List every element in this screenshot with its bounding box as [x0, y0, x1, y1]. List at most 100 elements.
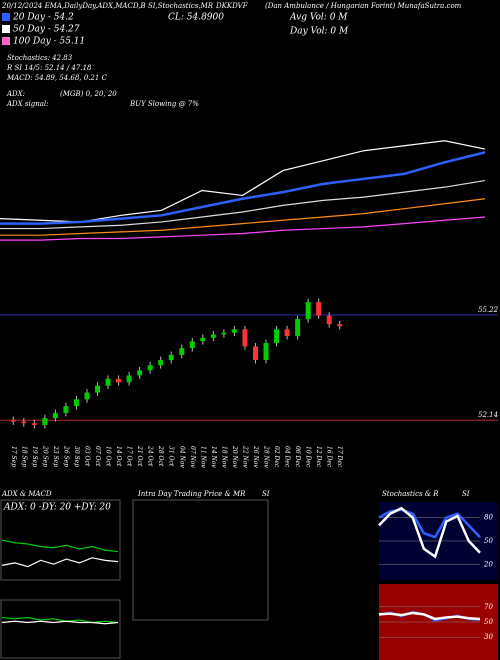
candle-body: [21, 421, 27, 424]
x-tick-label: 17 Sep: [10, 446, 17, 467]
x-tick-label: 14 Oct: [115, 446, 122, 467]
candle-body: [52, 413, 58, 419]
candle-body: [105, 378, 111, 386]
header: SI,Stochastics,MR: [148, 2, 214, 10]
candle-body: [189, 341, 195, 349]
x-tick-label: 10 Dec: [305, 446, 312, 468]
candle-body: [316, 301, 322, 316]
panel-title: SI: [262, 490, 270, 498]
series-line: [0, 140, 486, 223]
panel-frame: [0, 599, 121, 659]
candle-body: [10, 419, 16, 422]
candle-body: [231, 329, 237, 333]
series-line: [0, 198, 486, 236]
header: 20/12/2024 EMA,DailyDay,ADX,MACD,B: [1, 2, 146, 10]
x-tick-label: 20 Nov: [231, 445, 238, 468]
candle-body: [42, 418, 48, 425]
signal: ADX signal:: [6, 100, 48, 108]
candle-body: [168, 354, 174, 361]
y-tick-label: 50: [484, 618, 493, 626]
x-tick-label: 10 Oct: [105, 446, 112, 467]
x-tick-label: 22 Nov: [241, 445, 248, 468]
symbol: DKKDVF: [215, 2, 249, 10]
x-tick-label: 17 Oct: [126, 446, 133, 467]
panel-frame: [132, 499, 269, 621]
series-line: [0, 216, 486, 241]
level-label: 55.22: [478, 306, 499, 314]
candle-body: [242, 329, 248, 347]
close: CL: 54.8900: [168, 13, 224, 23]
candle-body: [274, 329, 280, 343]
candle-body: [137, 370, 143, 376]
day-vol: Day Vol: 0 M: [289, 27, 349, 37]
series-line: [0, 179, 486, 230]
x-tick-label: 11 Nov: [199, 446, 206, 468]
x-tick-label: 03 Oct: [83, 446, 90, 467]
candle-body: [295, 319, 301, 337]
y-tick-label: 70: [484, 603, 493, 611]
candle-body: [116, 378, 122, 383]
y-tick-label: 80: [484, 514, 493, 522]
x-tick-label: 04 Nov: [178, 446, 185, 468]
x-tick-label: 06 Dec: [294, 446, 301, 468]
candle-body: [305, 301, 311, 320]
x-tick-label: 07 Oct: [94, 446, 101, 467]
adx: (MGB) 0, 20, 20: [60, 90, 117, 98]
x-tick-label: 30 Sep: [73, 446, 80, 467]
series-line: [378, 611, 481, 621]
candle-body: [84, 392, 90, 400]
stat: MACD: 54.89, 54.68, 0.21 C: [6, 74, 108, 82]
x-tick-label: 31 Oct: [168, 446, 175, 467]
x-tick-label: 12 Dec: [315, 446, 322, 468]
legend-label: 100 Day - 55.11: [13, 37, 85, 47]
legend-swatch: [2, 37, 10, 45]
candle-body: [63, 406, 69, 414]
candle-body: [263, 342, 269, 361]
y-tick-label: 20: [483, 560, 493, 568]
x-tick-label: 19 Sep: [31, 446, 38, 467]
panel-title: Intra Day Trading Price & MR: [137, 490, 246, 498]
legend-label: 50 Day - 54.27: [13, 25, 80, 35]
panel-title: Stochastics & R: [382, 490, 439, 498]
avg-vol: Avg Vol: 0 M: [289, 13, 348, 23]
legend-swatch: [2, 25, 10, 33]
candle-body: [73, 399, 79, 407]
candle-body: [31, 423, 37, 425]
x-tick-label: 21 Oct: [136, 445, 143, 467]
header: (Dan Ambulance / Hungarian Forint) Munaf…: [265, 2, 462, 10]
x-tick-label: 02 Dec: [273, 446, 280, 468]
x-tick-label: 20 Sep: [41, 445, 48, 467]
candle-body: [95, 385, 101, 393]
signal: BUY Slowing @ 7%: [129, 100, 199, 108]
series-line: [378, 506, 481, 559]
series-line: [1, 620, 119, 625]
stat: R SI 14/5: 52.14 / 47.18: [6, 64, 92, 72]
series-line: [1, 557, 119, 568]
x-tick-label: 16 Dec: [326, 446, 333, 468]
candle-body: [210, 334, 216, 338]
candle-body: [221, 332, 227, 335]
panel-title: SI: [462, 490, 470, 498]
stat: Stochastics: 42.83: [7, 54, 73, 62]
x-tick-label: 24 Oct: [147, 445, 154, 467]
y-tick-label: 30: [484, 633, 493, 641]
candle-body: [126, 375, 132, 383]
candle-body: [337, 324, 343, 327]
adx: ADX:: [6, 90, 25, 98]
candle-body: [252, 346, 258, 361]
level-label: 52.14: [478, 411, 498, 419]
x-tick-label: 14 Nov: [210, 446, 217, 468]
x-tick-label: 23 Sep: [52, 445, 59, 467]
x-tick-label: 28 Oct: [157, 445, 164, 467]
series-line: [0, 151, 486, 225]
candle-body: [326, 315, 332, 325]
panel-frame: [0, 499, 121, 581]
legend-label: 20 Day - 54.2: [12, 13, 74, 23]
y-tick-label: 50: [484, 537, 493, 545]
series-line: [1, 539, 119, 553]
x-tick-label: 07 Nov: [189, 446, 196, 468]
candle-body: [147, 365, 153, 371]
x-tick-label: 26 Nov: [252, 445, 259, 468]
x-tick-label: 18 Sep: [20, 446, 27, 467]
